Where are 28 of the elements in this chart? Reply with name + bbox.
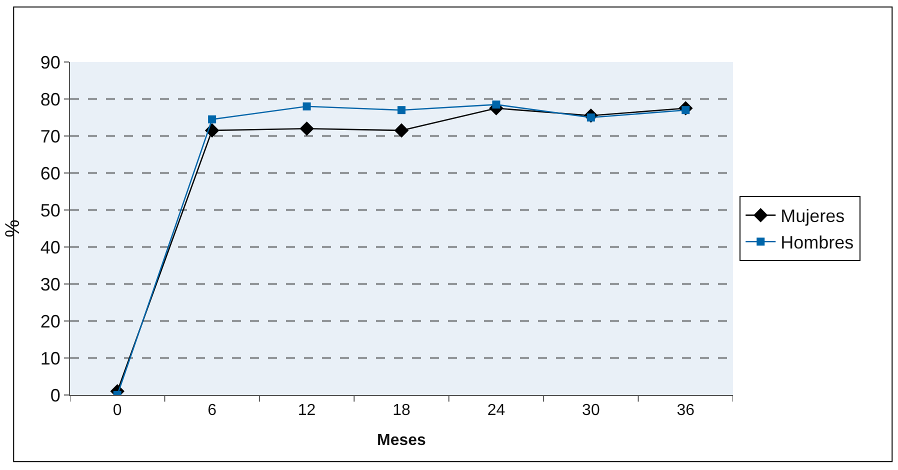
- point: [394, 123, 409, 138]
- y-tick-label: 10: [40, 348, 60, 368]
- point: [204, 123, 220, 138]
- x-tick-label: 0: [112, 402, 122, 420]
- x-tick-label: 24: [487, 402, 506, 420]
- legend-label: Hombres: [780, 232, 854, 253]
- point: [398, 106, 406, 114]
- point: [208, 115, 216, 124]
- point: [300, 121, 314, 136]
- point: [492, 100, 500, 109]
- x-tick-label: 36: [676, 402, 695, 420]
- y-tick-label: 20: [40, 311, 60, 332]
- y-tick-label: 50: [40, 200, 60, 220]
- y-tick-label: 70: [40, 126, 60, 146]
- y-tick-label: 0: [50, 385, 60, 406]
- y-tick-label: 30: [40, 274, 60, 294]
- point: [302, 102, 311, 110]
- y-tick-label: 60: [40, 163, 60, 184]
- legend-label: Mujeres: [780, 206, 845, 226]
- x-tick-label: 6: [208, 402, 217, 420]
- y-tick-label: 40: [40, 237, 60, 258]
- x-tick-label: 12: [298, 402, 316, 420]
- y-tick-label: 90: [40, 52, 60, 72]
- y-tick-label: 80: [40, 89, 60, 110]
- x-axis-title: Meses: [377, 432, 426, 449]
- x-tick-label: 30: [582, 402, 600, 420]
- y-axis-title: %: [2, 219, 24, 238]
- x-tick-label: 18: [392, 402, 410, 420]
